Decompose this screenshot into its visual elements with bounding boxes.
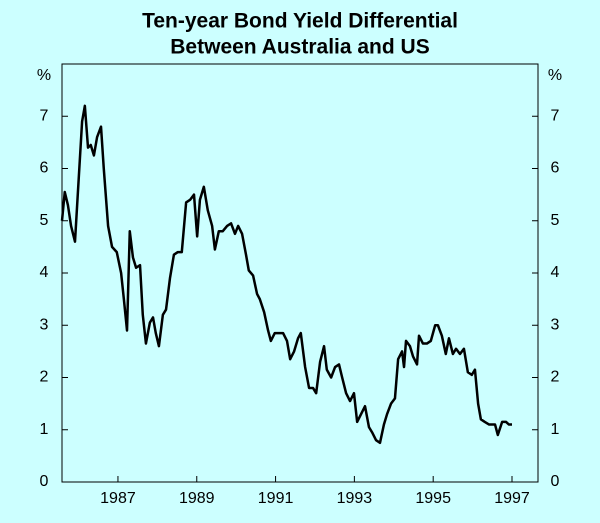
y-tick-label: 5 <box>551 212 560 229</box>
x-tick-label: 1991 <box>258 490 294 507</box>
y-tick-label: 3 <box>40 316 49 333</box>
y-axis-label: % <box>548 67 562 84</box>
y-tick-label: 4 <box>40 264 49 281</box>
y-tick-label: 4 <box>551 264 560 281</box>
y-tick-label: 3 <box>551 316 560 333</box>
y-tick-label: 2 <box>40 369 49 386</box>
y-tick-label: 5 <box>40 212 49 229</box>
data-line <box>60 104 512 445</box>
x-tick-label: 1995 <box>415 490 451 507</box>
x-tick-label: 1987 <box>100 490 136 507</box>
y-tick-label: 1 <box>551 421 560 438</box>
y-tick-label: 0 <box>551 473 560 490</box>
y-tick-label: 7 <box>40 107 49 124</box>
x-tick-label: 1997 <box>494 490 530 507</box>
chart-title: Ten-year Bond Yield Differential <box>142 10 458 33</box>
y-tick-label: 7 <box>551 107 560 124</box>
y-tick-label: 6 <box>40 160 49 177</box>
y-tick-label: 1 <box>40 421 49 438</box>
y-tick-label: 0 <box>40 473 49 490</box>
x-tick-label: 1989 <box>179 490 215 507</box>
x-tick-label: 1993 <box>337 490 373 507</box>
y-tick-label: 2 <box>551 369 560 386</box>
y-axis-label: % <box>37 67 51 84</box>
y-tick-label: 6 <box>551 160 560 177</box>
chart-title: Between Australia and US <box>170 36 429 59</box>
plot-frame <box>61 63 539 483</box>
